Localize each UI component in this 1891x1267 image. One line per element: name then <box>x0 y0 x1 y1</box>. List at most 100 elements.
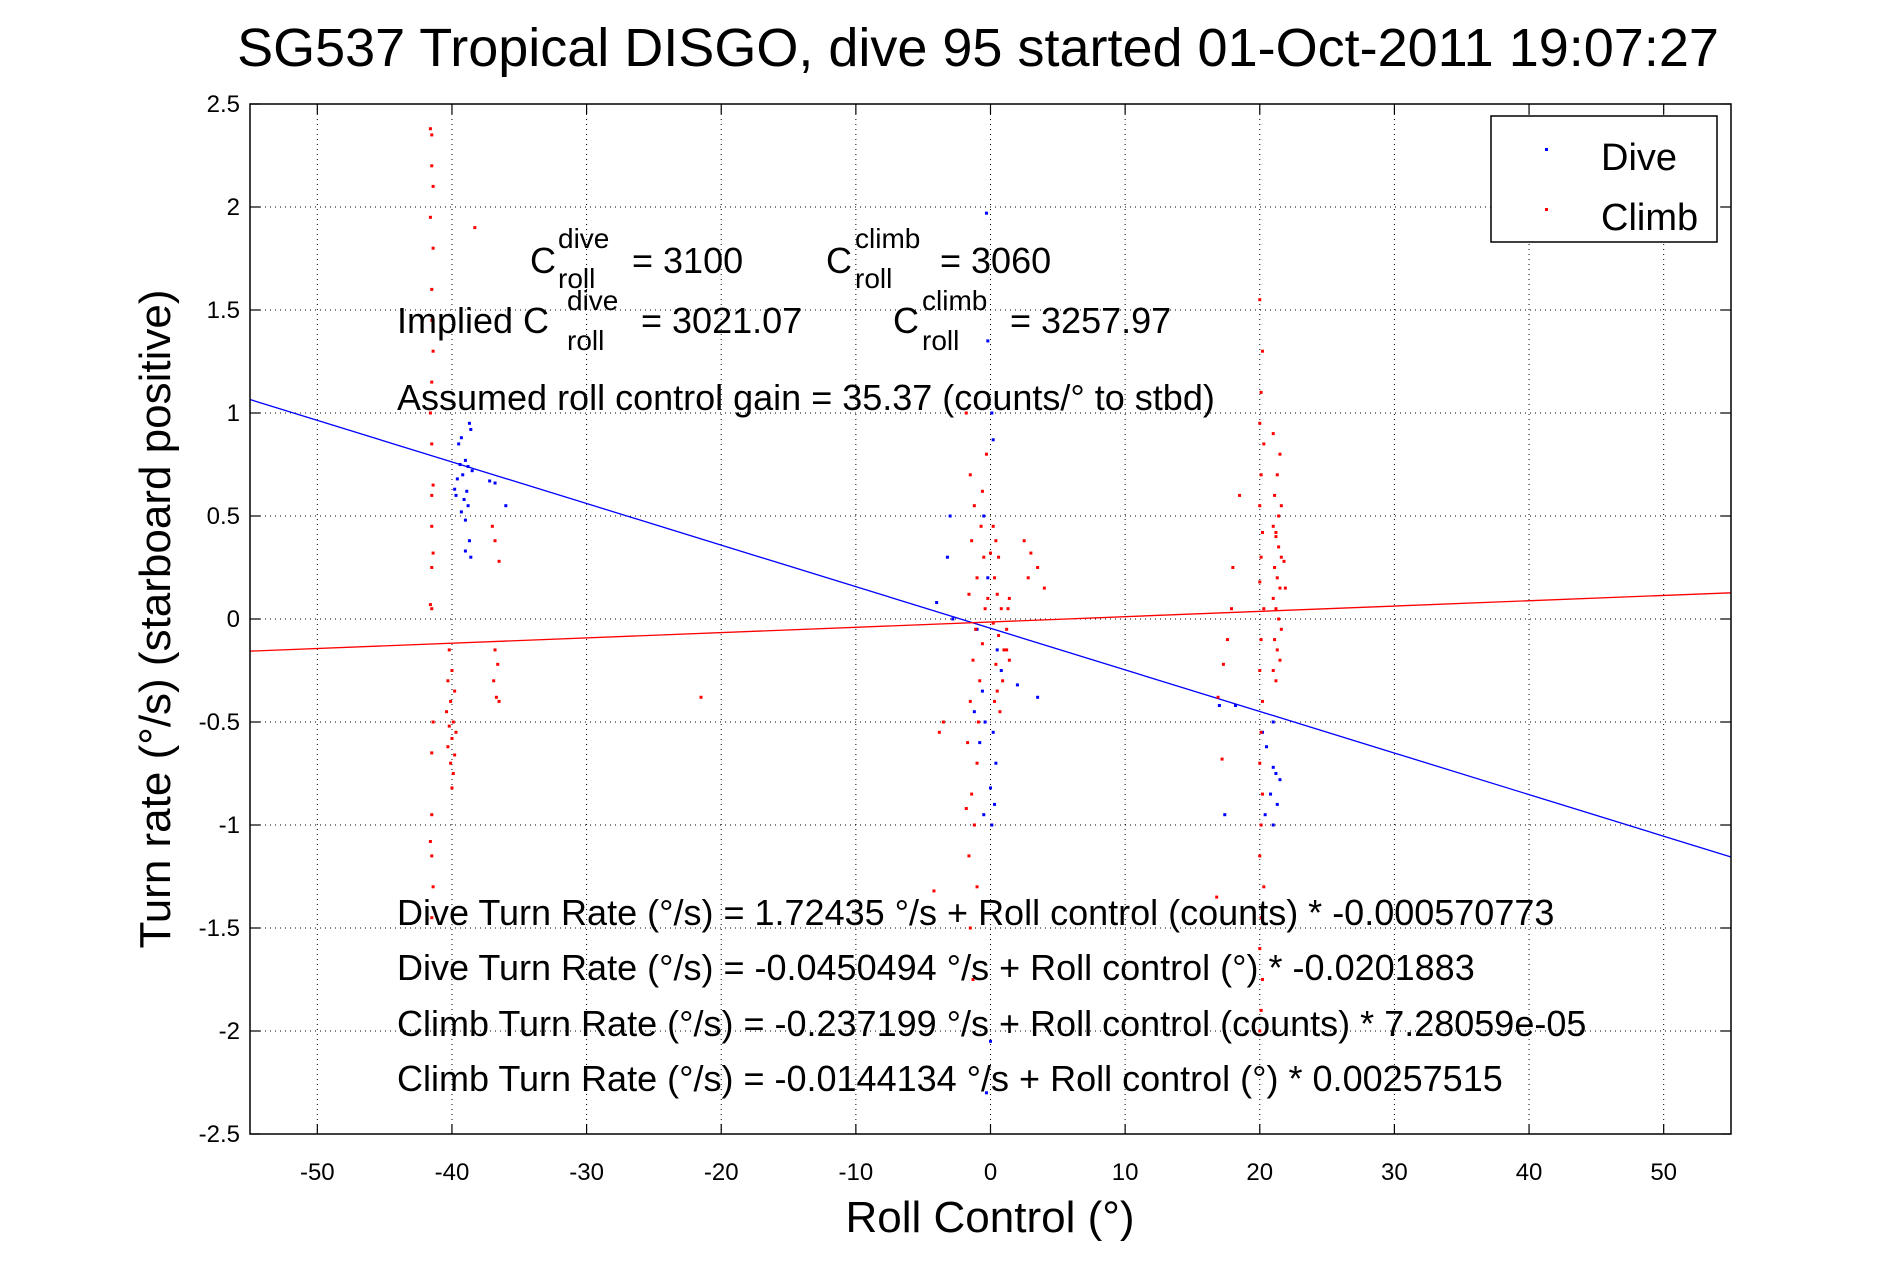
point-climb <box>494 695 498 699</box>
point-climb <box>970 539 974 543</box>
point-climb <box>1262 607 1266 611</box>
point-climb <box>450 669 454 672</box>
point-dive <box>1271 765 1275 769</box>
y-tick-label: 1 <box>227 400 240 427</box>
annotation-fit-4: Climb Turn Rate (°/s) = -0.0144134 °/s +… <box>397 1058 1503 1099</box>
point-climb <box>451 720 455 724</box>
point-climb <box>1273 566 1277 569</box>
c-roll-climb-sup: climb <box>855 223 920 254</box>
point-dive <box>455 477 459 481</box>
point-climb <box>428 839 432 843</box>
annotation-gain: Assumed roll control gain = 35.37 (count… <box>397 377 1215 418</box>
point-climb <box>430 493 434 497</box>
point-climb <box>1279 555 1283 559</box>
annotation-implied: Implied C dive roll = 3021.07 C climb ro… <box>397 285 1171 356</box>
point-dive <box>994 761 998 765</box>
point-climb <box>1274 535 1278 539</box>
x-tick-label: -50 <box>300 1159 335 1186</box>
fit-line-dive <box>249 398 1732 858</box>
point-climb <box>978 679 982 683</box>
point-dive <box>989 1039 992 1043</box>
point-climb <box>1278 452 1282 456</box>
point-dive <box>980 689 984 693</box>
point-dive <box>467 539 471 543</box>
y-tick-label: 0.5 <box>207 503 240 530</box>
y-tick-label: -2 <box>219 1018 240 1045</box>
point-climb <box>1022 539 1026 543</box>
point-climb <box>974 627 978 631</box>
y-tick-label: 0 <box>227 606 240 633</box>
point-climb <box>1042 586 1046 590</box>
point-dive <box>1265 745 1269 749</box>
point-dive <box>459 510 463 514</box>
point-dive <box>1269 792 1273 796</box>
point-climb <box>1259 555 1263 559</box>
point-dive <box>458 463 462 466</box>
point-climb <box>971 658 975 662</box>
point-climb <box>1260 978 1264 981</box>
point-climb <box>1007 658 1011 662</box>
y-tick-label: -0.5 <box>199 709 240 736</box>
point-climb <box>1216 695 1220 699</box>
point-dive <box>1217 704 1221 708</box>
x-tick-label: 0 <box>984 1159 997 1186</box>
point-dive <box>504 504 508 508</box>
x-tick-label: 30 <box>1381 1159 1408 1186</box>
point-climb <box>1275 576 1279 580</box>
point-dive <box>467 421 471 425</box>
point-climb <box>975 576 979 580</box>
legend-marker-dive <box>1545 148 1548 151</box>
point-dive <box>463 518 467 522</box>
y-tick-label: -1.5 <box>199 915 240 942</box>
point-climb <box>430 854 434 858</box>
point-climb <box>454 730 458 734</box>
point-climb <box>967 592 971 596</box>
point-climb <box>1036 566 1040 569</box>
point-dive <box>983 720 987 724</box>
point-dive <box>470 469 474 473</box>
point-climb <box>1274 607 1278 611</box>
point-climb <box>975 885 979 889</box>
point-climb <box>997 633 1001 637</box>
point-climb <box>1220 757 1224 761</box>
point-climb <box>994 539 998 543</box>
c-roll-climb-letter: C <box>826 240 852 281</box>
point-dive <box>990 823 994 827</box>
y-tick-label: -2.5 <box>199 1121 240 1148</box>
implied-dive-value: = 3021.07 <box>641 300 802 341</box>
point-climb <box>473 226 477 230</box>
point-climb <box>1238 493 1242 497</box>
point-climb <box>431 246 435 250</box>
point-climb <box>453 689 457 693</box>
point-climb <box>991 621 995 625</box>
point-dive <box>982 813 986 817</box>
point-climb <box>1271 432 1275 436</box>
point-climb <box>490 524 494 528</box>
point-climb <box>431 349 435 353</box>
point-dive <box>1274 772 1278 775</box>
point-dive <box>986 339 990 343</box>
legend-label-climb: Climb <box>1601 197 1698 239</box>
point-dive <box>978 741 982 745</box>
point-dive <box>945 555 949 559</box>
point-dive <box>1036 695 1040 699</box>
point-climb <box>1002 648 1006 652</box>
point-dive <box>1015 683 1019 687</box>
svg-text:C: C <box>530 240 556 281</box>
point-dive <box>1278 778 1282 782</box>
point-climb <box>975 761 979 765</box>
c-roll-dive-sub: roll <box>558 263 595 294</box>
point-climb <box>1260 530 1264 534</box>
point-dive <box>984 1091 988 1095</box>
point-climb <box>994 662 998 666</box>
point-climb <box>995 689 999 693</box>
x-tick-label: 50 <box>1650 1159 1677 1186</box>
point-dive <box>1271 720 1275 724</box>
c-roll-dive-letter: C <box>530 240 556 281</box>
point-dive <box>463 549 467 553</box>
point-dive <box>1223 813 1227 817</box>
point-climb <box>1260 792 1264 796</box>
point-dive <box>982 514 986 518</box>
point-climb <box>430 566 434 569</box>
